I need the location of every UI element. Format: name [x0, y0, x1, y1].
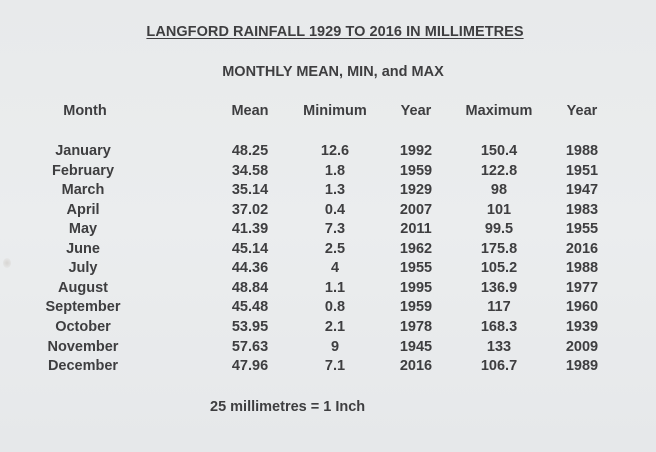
- cell-minimum: 9: [330, 338, 340, 355]
- header-minimum: Minimum: [303, 103, 367, 119]
- cell-mean: 41.39: [231, 221, 269, 238]
- cell-maximum: 106.7: [480, 358, 518, 375]
- cell-mean: 44.36: [231, 260, 269, 277]
- cell-min-year: 1955: [399, 260, 433, 277]
- header-min-year: Year: [400, 103, 432, 119]
- cell-month: April: [66, 201, 100, 218]
- table-row: May 41.39 7.3 2011 99.5 1955: [0, 221, 656, 241]
- cell-mean: 35.14: [231, 182, 269, 199]
- cell-max-year: 2016: [565, 240, 599, 257]
- cell-maximum: 175.8: [480, 240, 518, 257]
- cell-max-year: 1951: [565, 162, 599, 179]
- cell-minimum: 4: [330, 260, 340, 277]
- cell-mean: 53.95: [231, 318, 269, 335]
- cell-month: June: [66, 240, 100, 257]
- header-maximum: Maximum: [465, 103, 533, 119]
- table-row: March 35.14 1.3 1929 98 1947: [0, 182, 656, 202]
- cell-minimum: 1.3: [324, 182, 346, 199]
- cell-mean: 45.48: [231, 299, 269, 316]
- cell-maximum: 136.9: [480, 279, 518, 296]
- document-subtitle: MONTHLY MEAN, MIN, and MAX: [222, 64, 444, 80]
- table-row: April 37.02 0.4 2007 101 1983: [0, 202, 656, 222]
- cell-maximum: 98: [490, 182, 508, 199]
- cell-minimum: 0.4: [324, 201, 346, 218]
- cell-minimum: 1.8: [324, 162, 346, 179]
- cell-min-year: 1959: [399, 162, 433, 179]
- cell-minimum: 2.1: [324, 318, 346, 335]
- cell-maximum: 99.5: [484, 221, 514, 238]
- header-max-year: Year: [566, 103, 598, 119]
- cell-max-year: 1977: [565, 279, 599, 296]
- document-title: LANGFORD RAINFALL 1929 TO 2016 IN MILLIM…: [146, 24, 524, 40]
- cell-month: December: [47, 358, 119, 375]
- cell-month: January: [55, 143, 111, 159]
- cell-minimum: 12.6: [320, 143, 350, 159]
- header-mean: Mean: [231, 103, 269, 119]
- table-row: October 53.95 2.1 1978 168.3 1939: [0, 319, 656, 339]
- table-row: February 34.58 1.8 1959 122.8 1951: [0, 163, 656, 183]
- table-header: Month Mean Minimum Year Maximum Year: [0, 103, 656, 123]
- cell-minimum: 0.8: [324, 299, 346, 316]
- header-month: Month: [63, 103, 107, 119]
- cell-month: May: [68, 221, 98, 238]
- cell-max-year: 1955: [565, 221, 599, 238]
- cell-maximum: 122.8: [480, 162, 518, 179]
- table-row: January 48.25 12.6 1992 150.4 1988: [0, 143, 656, 163]
- cell-max-year: 1960: [565, 299, 599, 316]
- paper-speck: [3, 258, 11, 268]
- cell-mean: 48.25: [231, 143, 269, 159]
- cell-month: March: [61, 182, 105, 199]
- cell-max-year: 1947: [565, 182, 599, 199]
- cell-mean: 48.84: [231, 279, 269, 296]
- cell-max-year: 2009: [565, 338, 599, 355]
- cell-min-year: 1945: [399, 338, 433, 355]
- cell-min-year: 1929: [399, 182, 433, 199]
- conversion-note: 25 millimetres = 1 Inch: [210, 399, 366, 415]
- cell-mean: 45.14: [231, 240, 269, 257]
- table-row: June 45.14 2.5 1962 175.8 2016: [0, 241, 656, 261]
- table-row: November 57.63 9 1945 133 2009: [0, 339, 656, 359]
- cell-month: September: [45, 299, 121, 316]
- cell-minimum: 7.3: [324, 221, 346, 238]
- cell-maximum: 150.4: [480, 143, 518, 159]
- table-row: December 47.96 7.1 2016 106.7 1989: [0, 358, 656, 378]
- cell-minimum: 2.5: [324, 240, 346, 257]
- cell-min-year: 2016: [399, 358, 433, 375]
- cell-mean: 37.02: [231, 201, 269, 218]
- cell-max-year: 1983: [565, 201, 599, 218]
- cell-maximum: 117: [487, 299, 511, 316]
- cell-max-year: 1939: [565, 318, 599, 335]
- cell-min-year: 1978: [399, 318, 433, 335]
- cell-min-year: 1992: [399, 143, 433, 159]
- cell-mean: 57.63: [231, 338, 269, 355]
- cell-month: November: [47, 338, 119, 355]
- cell-min-year: 1995: [399, 279, 433, 296]
- cell-month: August: [58, 279, 108, 296]
- cell-minimum: 1.1: [324, 279, 346, 296]
- cell-maximum: 105.2: [480, 260, 518, 277]
- cell-min-year: 2007: [399, 201, 433, 218]
- cell-minimum: 7.1: [324, 358, 346, 375]
- cell-max-year: 1989: [565, 358, 599, 375]
- cell-min-year: 1959: [399, 299, 433, 316]
- cell-mean: 47.96: [231, 358, 269, 375]
- table-row: July 44.36 4 1955 105.2 1988: [0, 260, 656, 280]
- cell-maximum: 101: [486, 201, 512, 218]
- cell-month: October: [55, 318, 111, 335]
- cell-max-year: 1988: [565, 260, 599, 277]
- cell-min-year: 1962: [399, 240, 433, 257]
- table-row: August 48.84 1.1 1995 136.9 1977: [0, 280, 656, 300]
- cell-max-year: 1988: [565, 143, 599, 159]
- cell-month: February: [51, 162, 115, 179]
- table-row: September 45.48 0.8 1959 117 1960: [0, 299, 656, 319]
- cell-maximum: 168.3: [480, 318, 518, 335]
- cell-min-year: 2011: [400, 221, 432, 238]
- cell-month: July: [68, 260, 98, 277]
- cell-mean: 34.58: [231, 162, 269, 179]
- cell-maximum: 133: [486, 338, 512, 355]
